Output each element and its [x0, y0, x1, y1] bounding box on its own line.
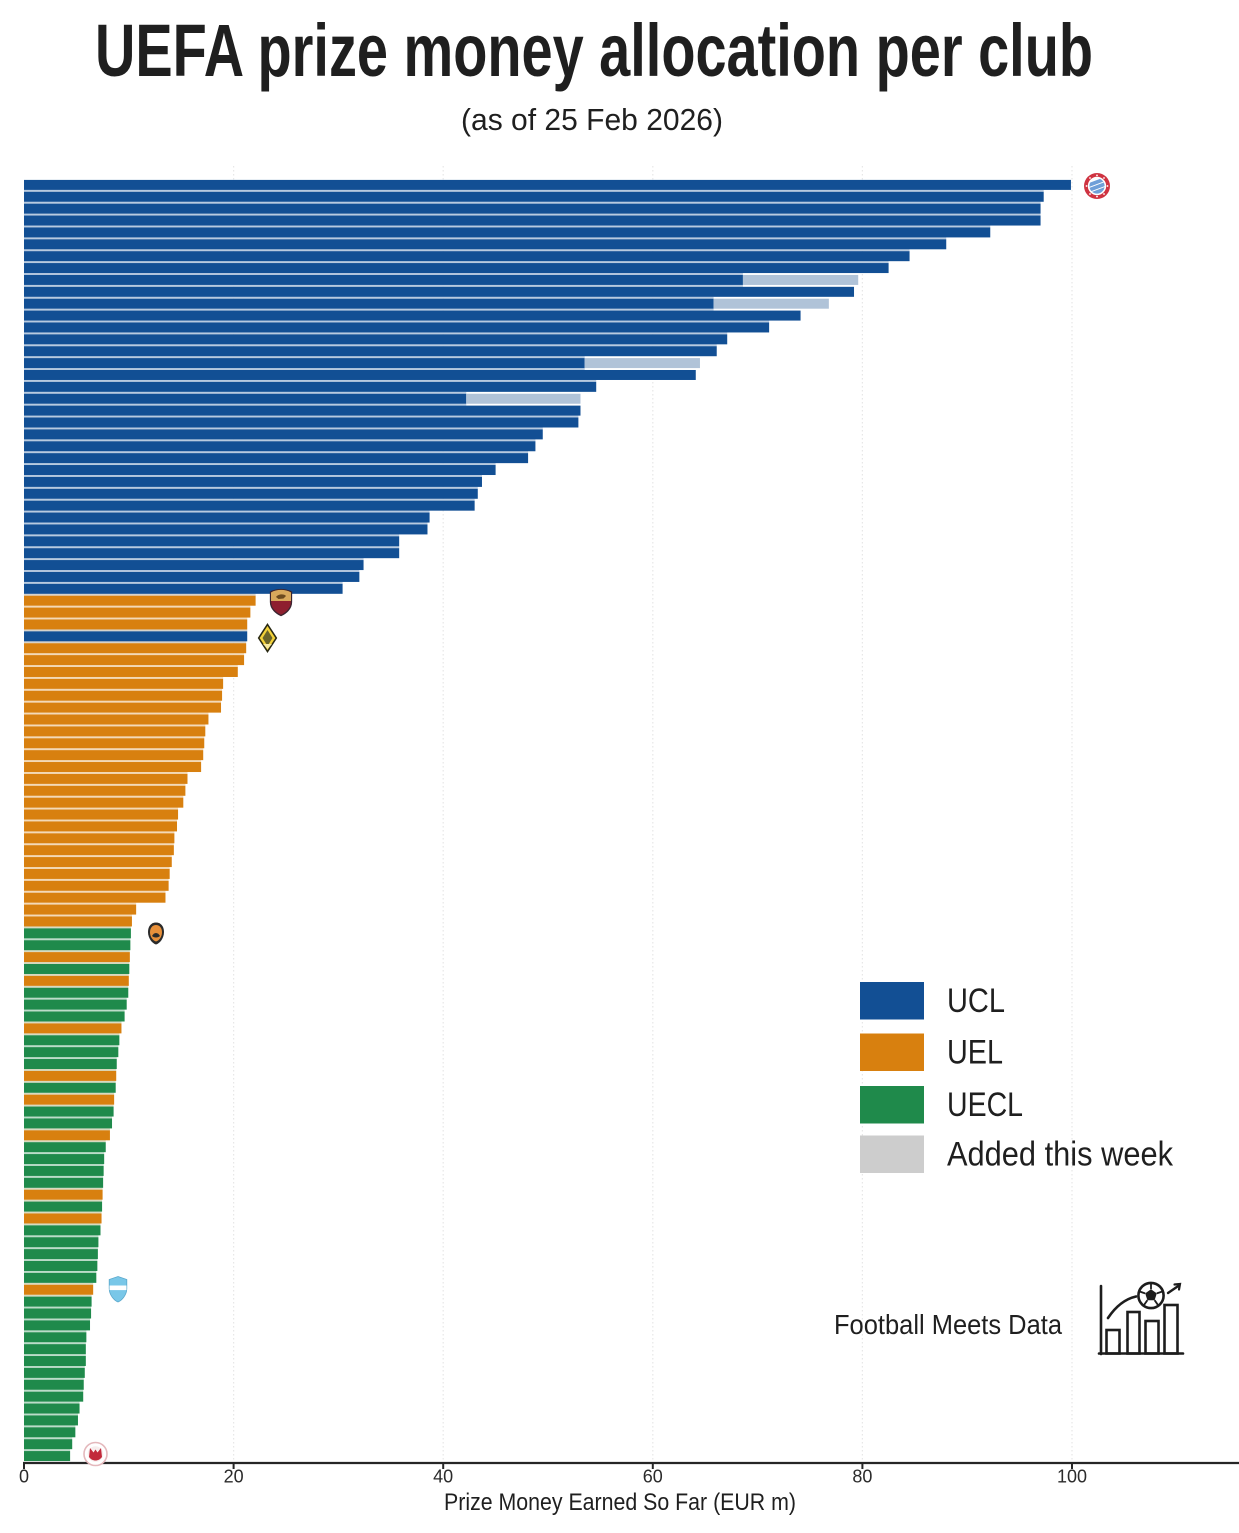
svg-text:20: 20	[224, 1467, 244, 1487]
svg-text:Football Meets Data: Football Meets Data	[834, 1309, 1062, 1340]
svg-text:80: 80	[852, 1467, 872, 1487]
svg-text:UEL: UEL	[947, 1034, 1003, 1072]
svg-text:60: 60	[643, 1467, 663, 1487]
svg-text:UEFA prize money allocation pe: UEFA prize money allocation per club	[95, 9, 1093, 92]
svg-text:UECL: UECL	[947, 1086, 1023, 1124]
svg-text:0: 0	[19, 1467, 29, 1487]
svg-text:Added this week: Added this week	[947, 1136, 1174, 1174]
svg-text:40: 40	[433, 1467, 453, 1487]
svg-text:Prize Money Earned So Far (EUR: Prize Money Earned So Far (EUR m)	[444, 1489, 796, 1516]
svg-text:(as of 25 Feb 2026): (as of 25 Feb 2026)	[461, 102, 723, 137]
svg-text:100: 100	[1057, 1467, 1087, 1487]
svg-text:UCL: UCL	[947, 982, 1005, 1020]
